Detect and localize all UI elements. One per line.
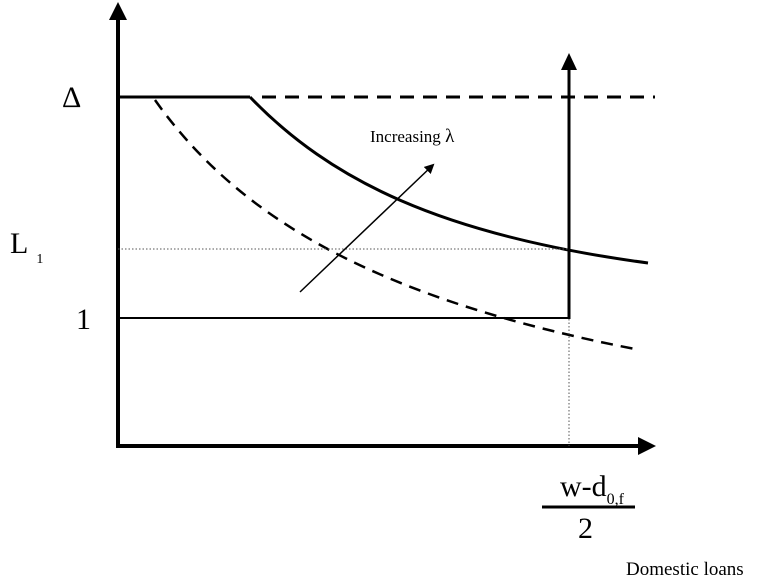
l1-label-sub: 1 <box>36 252 43 267</box>
vertical-constraint-arrowhead <box>561 53 577 70</box>
y-axis-arrowhead <box>109 2 127 20</box>
increasing-lambda-symbol: λ <box>445 126 455 147</box>
dashed-curve <box>153 99 641 352</box>
l1-label-main: L <box>10 227 28 260</box>
x-axis-label: Domestic loans <box>626 559 744 578</box>
increasing-lambda-prefix: Increasing <box>370 127 445 146</box>
x-axis-arrowhead <box>638 437 656 455</box>
fraction-numerator-sub: 0,f <box>607 491 625 508</box>
increasing-lambda-arrow <box>299 163 435 293</box>
fraction-numerator-main: w-d <box>560 470 607 503</box>
one-label: 1 <box>76 303 91 336</box>
fraction-denominator: 2 <box>578 512 593 545</box>
delta-label: Δ <box>62 81 81 114</box>
increasing-lambda-label: Increasing λ <box>370 126 455 147</box>
fraction-numerator: w-d0,f <box>560 470 625 508</box>
